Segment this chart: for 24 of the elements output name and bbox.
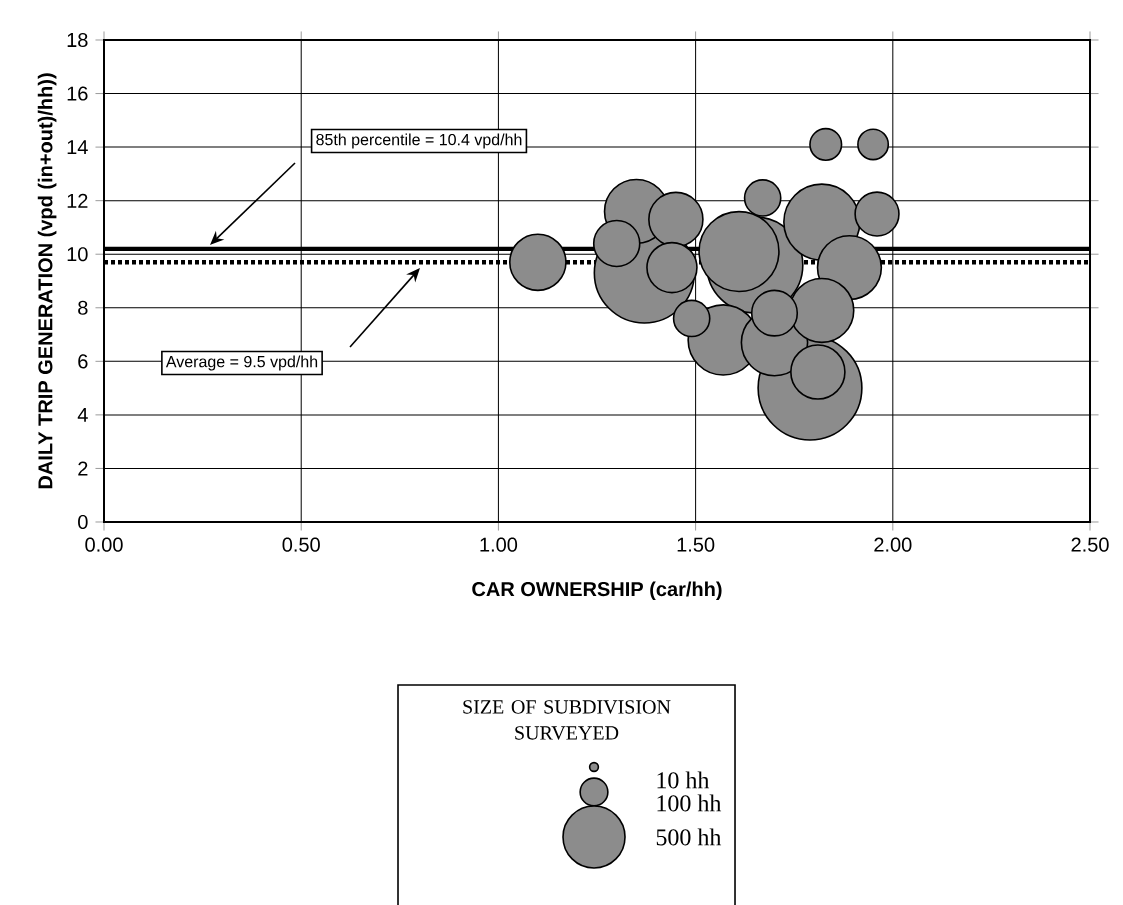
- x-tick-label: 1.50: [677, 537, 715, 552]
- y-tick-label: 14: [67, 140, 88, 154]
- y-tick-label: 16: [67, 86, 88, 101]
- x-axis-title: CAR OWNERSHIP (car/hh): [472, 581, 722, 601]
- y-tick-label: 8: [78, 300, 88, 315]
- legend-title: SIZE OF SUBDIVISION SURVEYED: [463, 700, 671, 740]
- x-tick-label: 0.00: [85, 537, 123, 552]
- x-tick-label: 0.50: [282, 537, 320, 552]
- y-tick-label: 2: [78, 461, 88, 476]
- annotation: 85th percentile = 10.4 vpd/hh: [316, 133, 522, 149]
- y-tick-label: 12: [67, 193, 88, 208]
- annotation: Average = 9.5 vpd/hh: [165, 355, 318, 371]
- x-tick-label: 2.50: [1071, 537, 1109, 552]
- x-tick-label: 2.00: [874, 537, 912, 552]
- y-axis-title: DAILY TRIP GENERATION (vpd (in+out)/hh)): [37, 73, 57, 489]
- y-tick-label: 18: [67, 32, 88, 48]
- y-tick-label: 4: [77, 408, 88, 422]
- legend-label: 10 hh: [657, 771, 710, 789]
- y-tick-label: 0: [78, 514, 88, 530]
- y-tick-label: 6: [78, 354, 88, 369]
- legend-label: 500 hh: [656, 828, 722, 846]
- x-tick-label: 1.00: [480, 537, 518, 552]
- y-tick-label: 10: [67, 247, 88, 262]
- legend-label: 100 hh: [657, 794, 722, 812]
